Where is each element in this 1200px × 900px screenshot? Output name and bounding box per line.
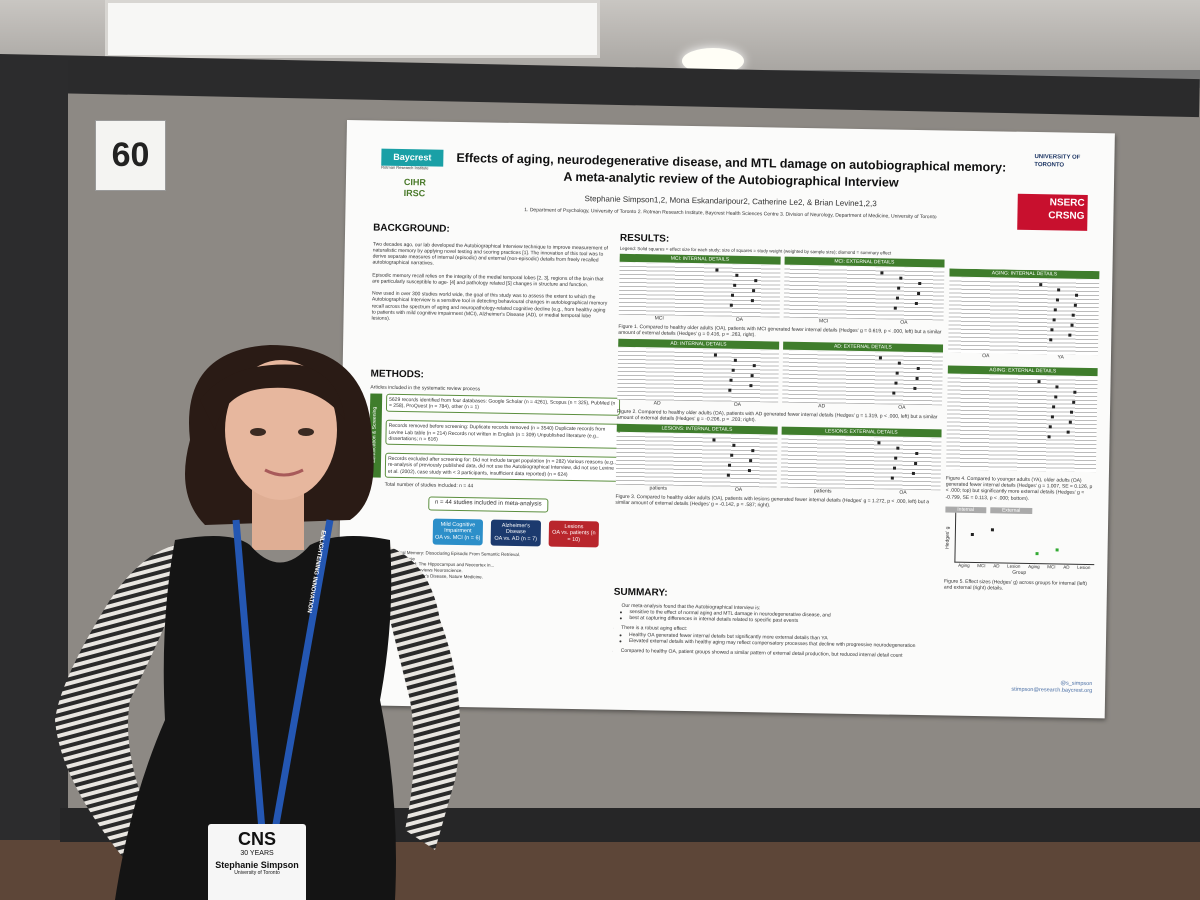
pillar [0, 60, 68, 900]
name-badge: CNS 30 YEARS Stephanie Simpson Universit… [208, 824, 306, 900]
decor [298, 428, 314, 436]
badge-affiliation: University of Toronto [234, 869, 280, 876]
left-sleeve [55, 545, 175, 860]
lanyard [232, 519, 334, 831]
board-number: 60 [95, 120, 166, 191]
badge-years: 30 YEARS [240, 849, 274, 857]
right-sleeve [385, 545, 460, 850]
decor [264, 468, 304, 477]
face [225, 360, 337, 500]
hair [200, 364, 345, 430]
badge-name: Stephanie Simpson [215, 859, 299, 870]
ceiling-light [105, 0, 600, 58]
badge-conference: CNS [237, 829, 276, 849]
decor [250, 428, 266, 436]
